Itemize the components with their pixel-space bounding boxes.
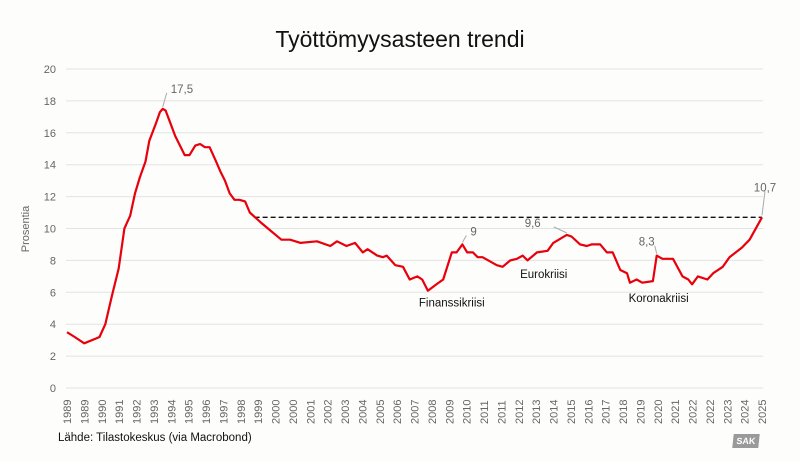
annotation-leader (553, 226, 567, 234)
x-tick-label: 2024 (740, 400, 752, 424)
x-tick-label: 2003 (340, 400, 352, 424)
x-tick-label: 1993 (149, 400, 161, 424)
x-tick-label: 2015 (566, 400, 578, 424)
annotation-leader (162, 92, 168, 108)
x-tick-label: 2014 (549, 400, 561, 424)
x-tick-label: 2022 (688, 400, 700, 424)
x-tick-label: 2000 (271, 400, 283, 424)
x-tick-label: 2018 (618, 400, 630, 424)
x-tick-label: 2017 (601, 400, 613, 424)
x-tick-label: 2013 (531, 400, 543, 424)
annotation-label: 9 (470, 226, 476, 238)
x-tick-label: 2001 (305, 400, 317, 424)
chart-title: Työttömyysasteen trendi (275, 26, 525, 52)
event-label: Eurokriisi (520, 269, 567, 281)
x-tick-label: 2011 (479, 400, 491, 424)
y-tick-label: 20 (44, 64, 56, 76)
x-tick-label: 2019 (635, 400, 647, 424)
x-tick-label: 2009 (444, 400, 456, 424)
x-tick-label: 1998 (236, 400, 248, 424)
y-axis-label: Prosentia (20, 205, 32, 252)
x-tick-label: 2022 (705, 400, 717, 424)
unemployment-trend-line (66, 107, 763, 345)
x-tick-label: 1989 (79, 400, 91, 424)
x-tick-label: 1991 (114, 400, 126, 424)
y-tick-label: 0 (50, 383, 56, 395)
annotation-leader (461, 235, 467, 243)
x-tick-label: 2004 (357, 400, 369, 424)
y-tick-label: 6 (50, 287, 56, 299)
x-tick-label: 2007 (410, 400, 422, 424)
y-tick-label: 4 (50, 319, 56, 331)
x-tick-label: 1997 (218, 400, 230, 424)
x-tick-label: 2021 (670, 400, 682, 424)
y-tick-label: 18 (44, 96, 56, 108)
x-tick-label: 2020 (653, 400, 665, 424)
x-tick-label: 2023 (722, 400, 734, 424)
x-tick-label: 2025 (757, 400, 769, 424)
source-note: Lähde: Tilastokeskus (via Macrobond) (58, 432, 252, 444)
annotation-leader (761, 191, 766, 216)
y-tick-label: 10 (44, 224, 56, 236)
annotation-label: 17,5 (171, 84, 193, 96)
x-tick-label: 1999 (253, 400, 265, 424)
y-tick-label: 2 (50, 351, 56, 363)
annotation-label: 9,6 (525, 218, 541, 230)
x-tick-label: 2011 (496, 400, 508, 424)
sak-logo: SAK (732, 434, 760, 448)
x-tick-label: 1995 (184, 400, 196, 424)
x-tick-label: 1992 (132, 400, 144, 424)
y-tick-label: 8 (50, 255, 56, 267)
x-tick-label: 2008 (427, 400, 439, 424)
y-tick-label: 12 (44, 192, 56, 204)
annotation-leader (654, 245, 658, 254)
event-label: Finanssikriisi (419, 298, 485, 310)
event-label: Koronakriisi (629, 293, 689, 305)
annotation-label: 8,3 (639, 237, 655, 249)
annotation-label: 10,7 (754, 182, 776, 194)
x-tick-label: 2005 (375, 400, 387, 424)
y-tick-label: 14 (44, 160, 56, 172)
x-tick-label: 2012 (514, 400, 526, 424)
x-tick-label: 1994 (166, 400, 178, 424)
x-tick-label: 2010 (462, 400, 474, 424)
x-tick-label: 1989 (62, 400, 74, 424)
x-tick-label: 2000 (288, 400, 300, 424)
x-tick-label: 1990 (97, 400, 109, 424)
x-tick-label: 1996 (201, 400, 213, 424)
x-tick-label: 2002 (323, 400, 335, 424)
x-tick-label: 2016 (583, 400, 595, 424)
y-tick-label: 16 (44, 128, 56, 140)
x-tick-label: 2006 (392, 400, 404, 424)
